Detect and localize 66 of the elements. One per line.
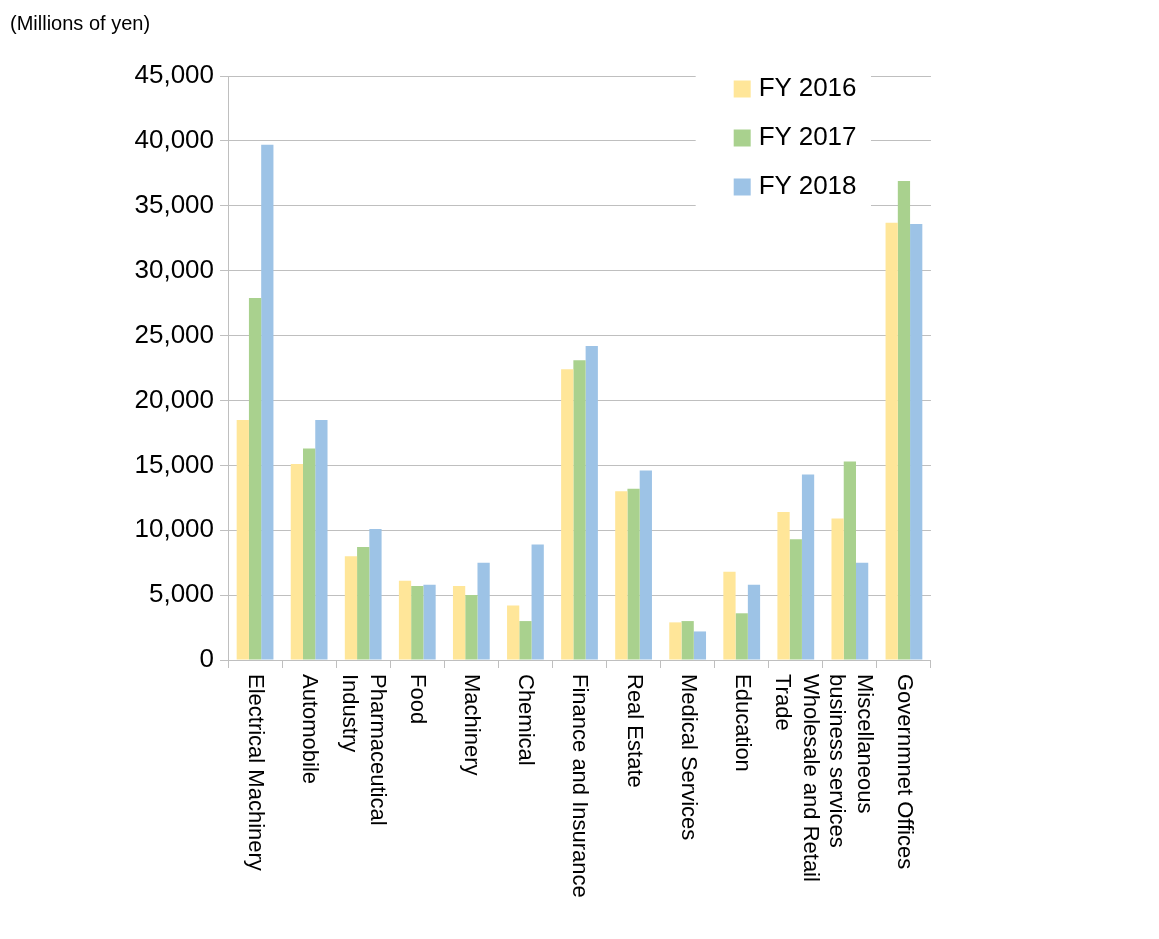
x-tick-label: Automobile	[298, 674, 324, 785]
y-tick-label: 35,000	[134, 188, 215, 219]
y-tick-label: 0	[199, 643, 215, 674]
bar	[236, 419, 249, 660]
bar	[477, 562, 490, 660]
bar	[531, 544, 544, 660]
bar	[519, 621, 532, 660]
bar	[723, 571, 736, 660]
x-tick-label: Miscellaneous business services	[824, 674, 878, 848]
bar	[910, 223, 923, 660]
bar	[398, 580, 412, 660]
bar	[693, 631, 707, 660]
bar	[303, 448, 316, 660]
y-tick-label: 30,000	[134, 253, 215, 284]
bar	[357, 547, 370, 660]
bar	[897, 181, 911, 660]
bar	[777, 512, 790, 660]
bar	[290, 464, 303, 660]
bar	[411, 586, 424, 660]
x-tick-label: Wholesale and Retail Trade	[770, 674, 824, 882]
bar	[261, 144, 274, 660]
y-tick-label: 40,000	[134, 124, 215, 155]
bar	[681, 621, 694, 660]
bar	[507, 605, 520, 660]
y-axis-title: (Millions of yen)	[10, 11, 151, 34]
bar	[831, 518, 844, 660]
bar	[423, 584, 436, 660]
bar	[248, 297, 262, 660]
x-tick-label: Electrical Machinery	[244, 674, 269, 871]
bar	[452, 586, 466, 660]
bar	[344, 556, 358, 660]
legend-label: FY 2017	[758, 121, 857, 152]
bar	[789, 539, 802, 660]
bar	[843, 461, 856, 660]
bar	[747, 584, 761, 660]
bar	[369, 528, 382, 660]
y-tick-label: 15,000	[134, 448, 215, 479]
bar	[669, 622, 682, 660]
bar	[573, 360, 586, 660]
legend-label: FY 2016	[758, 72, 857, 103]
x-tick-label: Medical Services	[676, 674, 702, 841]
x-tick-label: Pharmaceutical Industry	[338, 674, 392, 826]
x-tick-label: Food	[406, 674, 432, 725]
y-tick-label: 10,000	[134, 513, 215, 544]
bar	[885, 222, 898, 660]
x-tick-label: Governmnet Offices	[892, 674, 918, 870]
x-tick-label: Machinery	[460, 674, 486, 776]
legend-label: FY 2018	[758, 170, 857, 201]
x-tick-label: Real Estate	[622, 674, 648, 788]
bar	[856, 562, 869, 660]
bar	[627, 488, 640, 660]
bar	[801, 474, 815, 660]
y-tick-label: 25,000	[134, 318, 215, 349]
bar	[639, 470, 652, 660]
x-tick-label: Finance and Insurance	[568, 674, 594, 898]
bar	[735, 613, 748, 660]
bar	[315, 419, 328, 660]
bar	[585, 345, 598, 660]
y-tick-label: 45,000	[134, 59, 215, 90]
x-tick-label: Chemical	[514, 674, 540, 766]
bar	[465, 595, 478, 660]
y-tick-label: 20,000	[134, 383, 215, 414]
x-tick-label: Education	[730, 674, 756, 772]
bar	[615, 491, 628, 660]
y-tick-label: 5,000	[148, 578, 215, 609]
bar	[561, 369, 574, 660]
